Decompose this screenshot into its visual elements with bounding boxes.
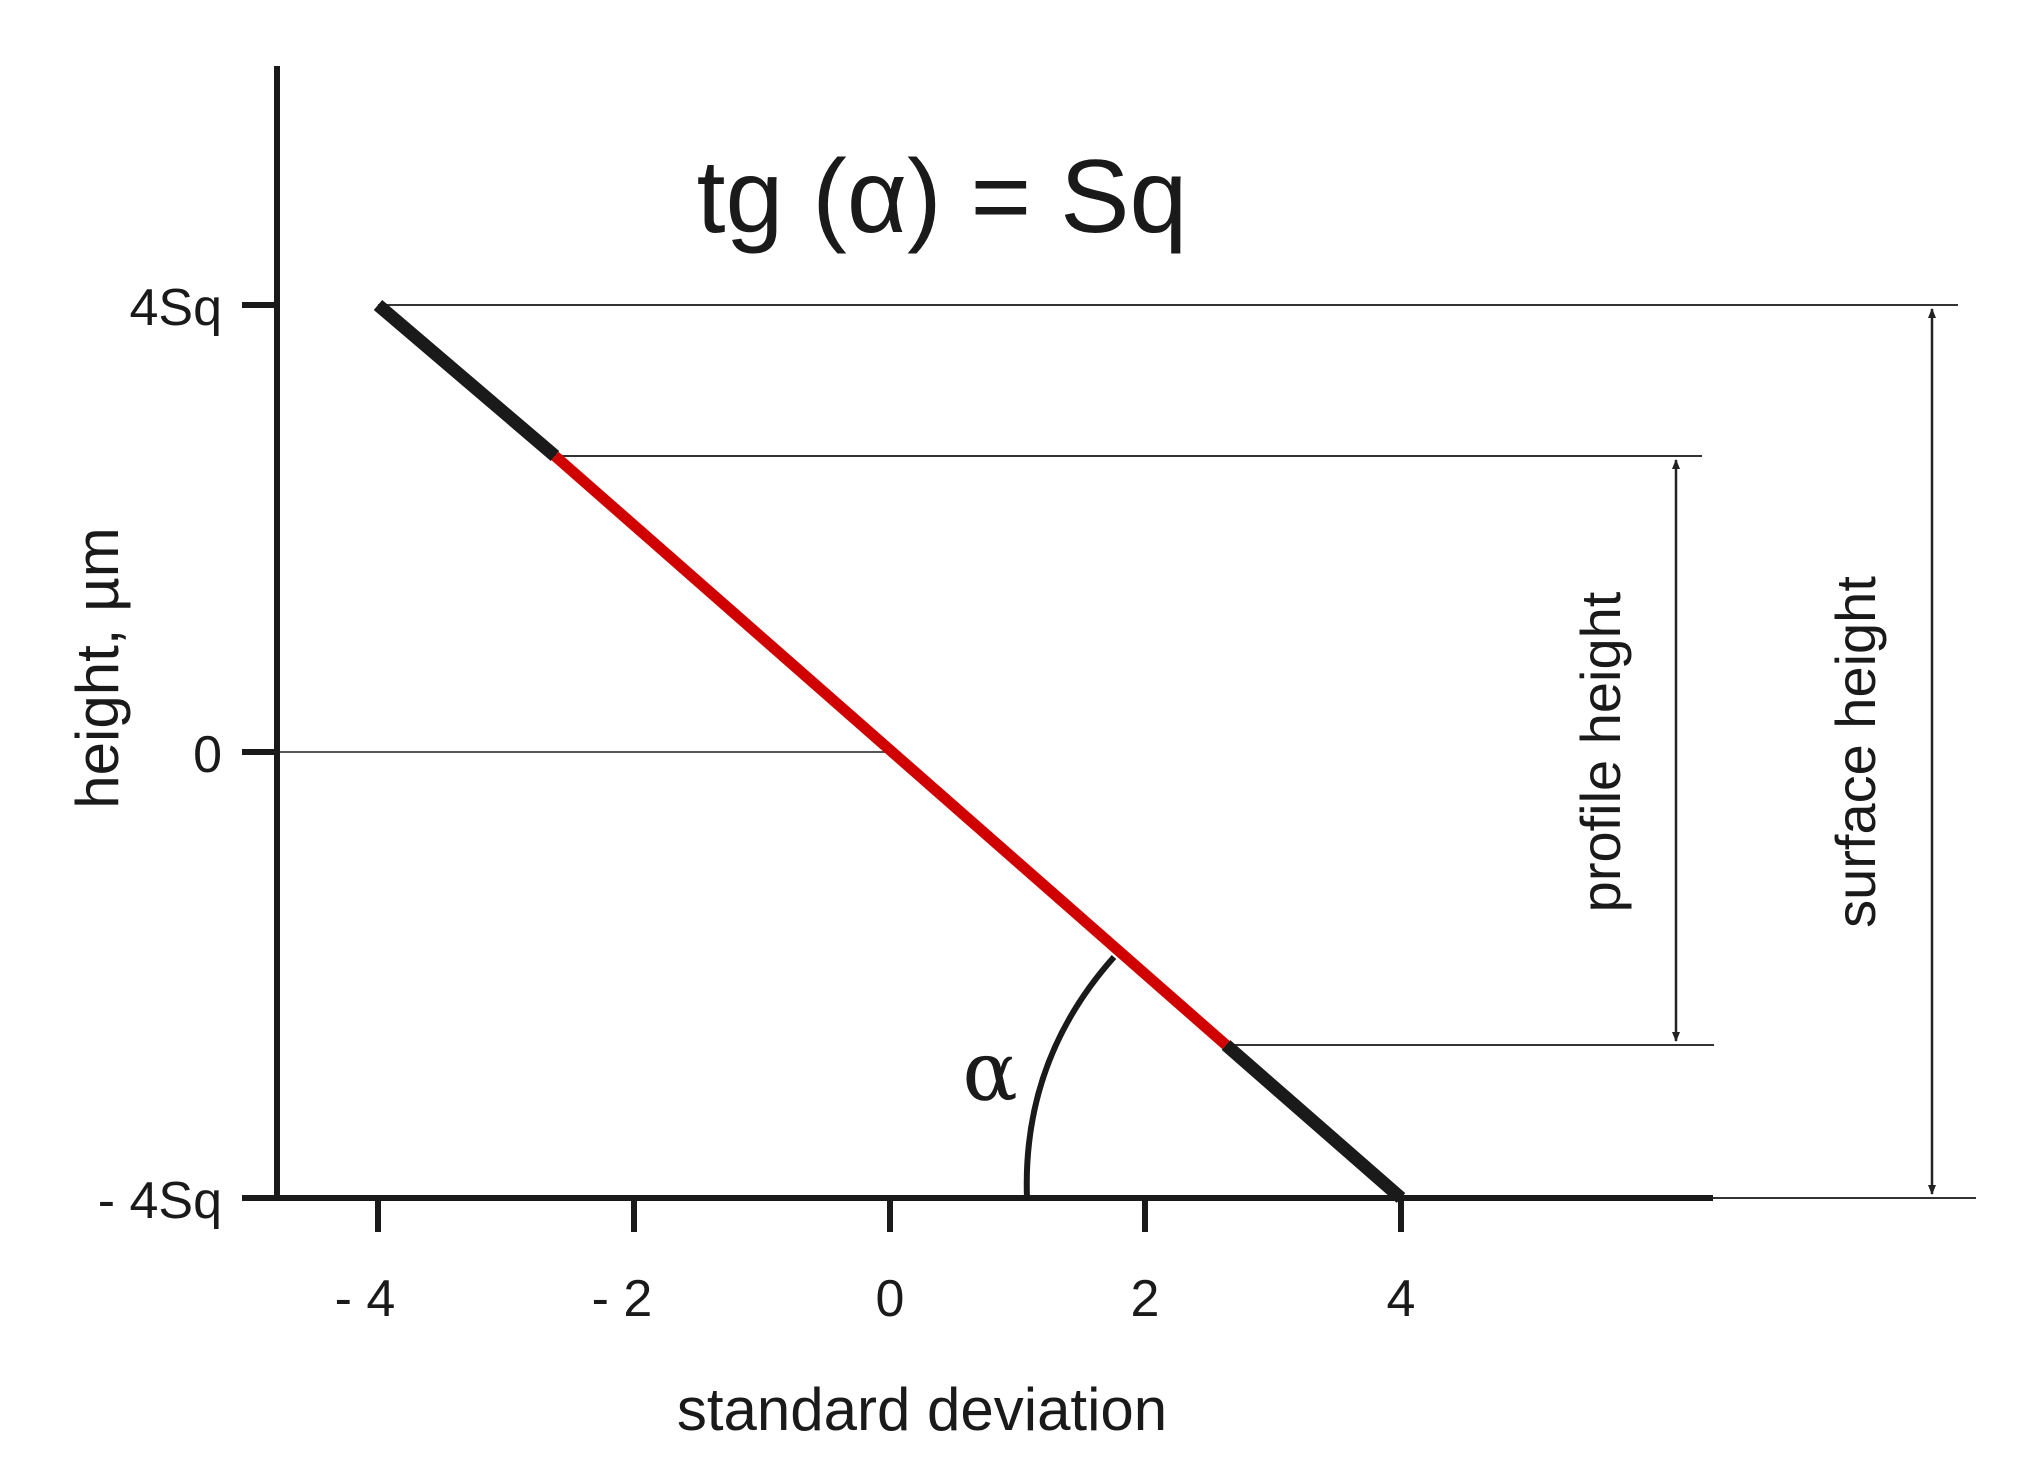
x-axis-title: standard deviation: [677, 1376, 1167, 1443]
diagonal-segment-upper: [373, 300, 560, 461]
angle-label: α: [962, 1025, 1017, 1120]
surface-height-label: surface height: [1824, 576, 1887, 928]
angle-arc: [1023, 955, 1117, 1199]
x-tick-label: 4: [1387, 1270, 1416, 1328]
y-tick-label: 0: [193, 726, 222, 784]
x-tick-label: 0: [876, 1270, 905, 1328]
diagonal-segment-highlight: [551, 451, 1230, 1050]
formula-title: tg (α) = Sq: [697, 139, 1188, 255]
y-tick-label: 4Sq: [129, 279, 222, 337]
diagonal-segment-lower: [1221, 1040, 1406, 1203]
x-tick-label: - 4: [335, 1270, 396, 1328]
x-tick-label: - 2: [592, 1270, 653, 1328]
x-tick-label: 2: [1131, 1270, 1160, 1328]
y-axis-title: height, µm: [64, 527, 131, 808]
profile-height-label: profile height: [1569, 591, 1632, 912]
y-tick-label: - 4Sq: [98, 1172, 222, 1230]
